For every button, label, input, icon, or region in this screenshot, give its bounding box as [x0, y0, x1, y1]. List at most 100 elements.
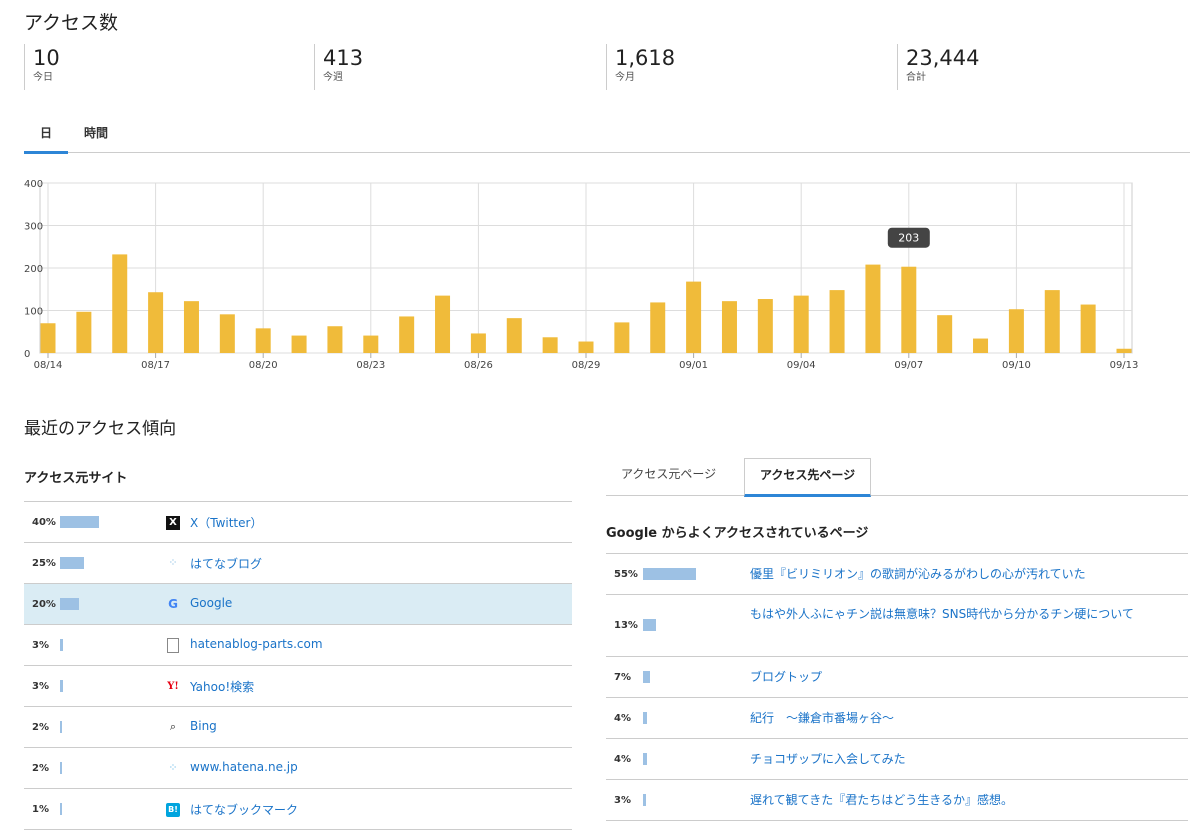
- y-tick-label: 200: [24, 264, 43, 275]
- document-icon: [166, 638, 180, 653]
- chart-bar: [901, 266, 917, 353]
- source-sites-panel: アクセス元サイト 40% X X（Twitter） 25% ⁘ はてなブログ 20% G Goo…: [24, 462, 572, 830]
- page-title: アクセス数: [24, 12, 119, 34]
- share-percent: 20%: [32, 599, 56, 610]
- page-link[interactable]: 優里『ビリミリオン』の歌詞が沁みるがわしの心が汚れていた: [750, 567, 1086, 581]
- chart-bar: [793, 295, 809, 353]
- x-tick-label: 08/17: [141, 360, 170, 371]
- chart-bar: [148, 292, 164, 353]
- share-percent: 3%: [32, 640, 49, 651]
- chart-bar: [291, 335, 307, 353]
- source-link[interactable]: X（Twitter）: [190, 516, 263, 530]
- page-row[interactable]: 3% 遅れて観てきた『君たちはどう生きるか』感想。: [606, 780, 1188, 821]
- share-bar: [643, 619, 656, 631]
- chart-bar: [219, 314, 235, 353]
- share-bar: [60, 639, 63, 651]
- share-percent: 40%: [32, 517, 56, 528]
- source-link[interactable]: Google: [190, 596, 233, 610]
- hatena-bookmark-icon: B!: [166, 802, 180, 817]
- source-link[interactable]: はてなブログ: [190, 557, 263, 571]
- y-tick-label: 0: [24, 349, 30, 360]
- source-link[interactable]: hatenablog-parts.com: [190, 637, 323, 651]
- stat-label: 今日: [33, 72, 53, 83]
- source-row[interactable]: 2% ⁘ www.hatena.ne.jp: [24, 748, 572, 789]
- chart-bar: [363, 335, 379, 353]
- y-tick-label: 400: [24, 179, 43, 190]
- page-link[interactable]: ブログトップ: [750, 670, 823, 684]
- share-bar: [60, 516, 99, 528]
- hatena-icon: ⁘: [168, 761, 178, 774]
- share-bar: [60, 762, 62, 774]
- x-tick-label: 08/23: [356, 360, 385, 371]
- source-row[interactable]: 20% G Google: [24, 584, 572, 625]
- source-row[interactable]: 2% ⌕ Bing: [24, 707, 572, 748]
- chart-bar: [399, 316, 415, 353]
- chart-bar: [542, 337, 558, 353]
- y-tick-label: 100: [24, 307, 43, 318]
- page-link[interactable]: 紀行 〜鎌倉市番場ヶ谷〜: [750, 711, 895, 725]
- share-percent: 55%: [614, 569, 638, 580]
- tab-hour[interactable]: 時間: [84, 126, 109, 140]
- search-icon: ⌕: [169, 720, 177, 733]
- chart-bar: [435, 295, 451, 353]
- source-sites-title: アクセス元サイト: [24, 462, 572, 502]
- x-tick-label: 08/26: [464, 360, 493, 371]
- share-bar: [60, 557, 84, 569]
- x-tick-label: 09/13: [1110, 360, 1139, 371]
- share-bar: [643, 671, 650, 683]
- x-tick-label: 09/01: [679, 360, 708, 371]
- chart-bar: [578, 341, 594, 353]
- tab-day[interactable]: 日: [24, 124, 68, 154]
- source-link[interactable]: はてなブックマーク: [190, 803, 299, 817]
- y-tick-label: 300: [24, 222, 43, 233]
- page-row[interactable]: 4% チョコザップに入会してみた: [606, 739, 1188, 780]
- chart-bar: [255, 328, 271, 353]
- tab-referrer-pages[interactable]: アクセス元ページ: [621, 467, 717, 481]
- stat-label: 合計: [906, 72, 926, 83]
- page-row[interactable]: 4% 紀行 〜鎌倉市番場ヶ谷〜: [606, 698, 1188, 739]
- chart-bar: [757, 299, 773, 353]
- period-tabs: 日 時間: [24, 120, 1190, 154]
- chart-tooltip-value: 203: [898, 232, 919, 245]
- page-link[interactable]: 遅れて観てきた『君たちはどう生きるか』感想。: [750, 793, 1014, 807]
- share-percent: 3%: [614, 795, 631, 806]
- share-bar: [643, 712, 647, 724]
- source-row[interactable]: 25% ⁘ はてなブログ: [24, 543, 572, 584]
- source-link[interactable]: Yahoo!検索: [190, 680, 255, 694]
- share-bar: [60, 680, 63, 692]
- daily-access-chart: 0 100 200 300 400 08/14 08/17 08/20 08/23 08/26 08…: [24, 179, 1139, 371]
- hatena-blog-icon: ⁘: [168, 556, 178, 569]
- share-percent: 4%: [614, 713, 631, 724]
- chart-bar: [650, 302, 666, 353]
- chart-bar: [1116, 348, 1132, 353]
- source-row[interactable]: 1% B! はてなブックマーク: [24, 789, 572, 830]
- source-row[interactable]: 3% Y! Yahoo!検索: [24, 666, 572, 707]
- source-link[interactable]: www.hatena.ne.jp: [190, 760, 298, 774]
- landing-pages-list: 55% 優里『ビリミリオン』の歌詞が沁みるがわしの心が汚れていた 13% もはや外人ふ…: [606, 553, 1188, 821]
- source-row[interactable]: 3% hatenablog-parts.com: [24, 625, 572, 666]
- yahoo-icon: Y!: [167, 681, 179, 692]
- chart-bar: [76, 311, 92, 353]
- page-link[interactable]: チョコザップに入会してみた: [750, 752, 906, 766]
- source-row[interactable]: 40% X X（Twitter）: [24, 502, 572, 543]
- share-bar: [60, 721, 62, 733]
- stat-month: 1,618 今月: [606, 44, 675, 90]
- tab-landing-pages[interactable]: アクセス先ページ: [744, 458, 872, 497]
- chart-bar: [614, 322, 630, 353]
- share-bar: [60, 803, 62, 815]
- share-percent: 2%: [32, 763, 49, 774]
- stat-value: 23,444: [906, 46, 980, 70]
- stats-summary: 10 今日 413 今週 1,618 今月 23,444 合計: [24, 44, 1190, 92]
- share-bar: [643, 568, 696, 580]
- source-link[interactable]: Bing: [190, 719, 217, 733]
- page-tabs: アクセス元ページ アクセス先ページ: [606, 458, 1188, 497]
- google-g-icon: G: [168, 597, 178, 611]
- page-row[interactable]: 13% もはや外人ふにゃチン説は無意味？SNS時代から分かるチン硬について: [606, 595, 1188, 657]
- stat-week: 413 今週: [314, 44, 363, 90]
- chart-bar: [721, 301, 737, 353]
- page-row[interactable]: 55% 優里『ビリミリオン』の歌詞が沁みるがわしの心が汚れていた: [606, 554, 1188, 595]
- page-row[interactable]: 7% ブログトップ: [606, 657, 1188, 698]
- x-tick-label: 09/07: [894, 360, 923, 371]
- page-link[interactable]: もはや外人ふにゃチン説は無意味？SNS時代から分かるチン硬について: [750, 607, 1134, 621]
- chart-bar: [973, 338, 989, 353]
